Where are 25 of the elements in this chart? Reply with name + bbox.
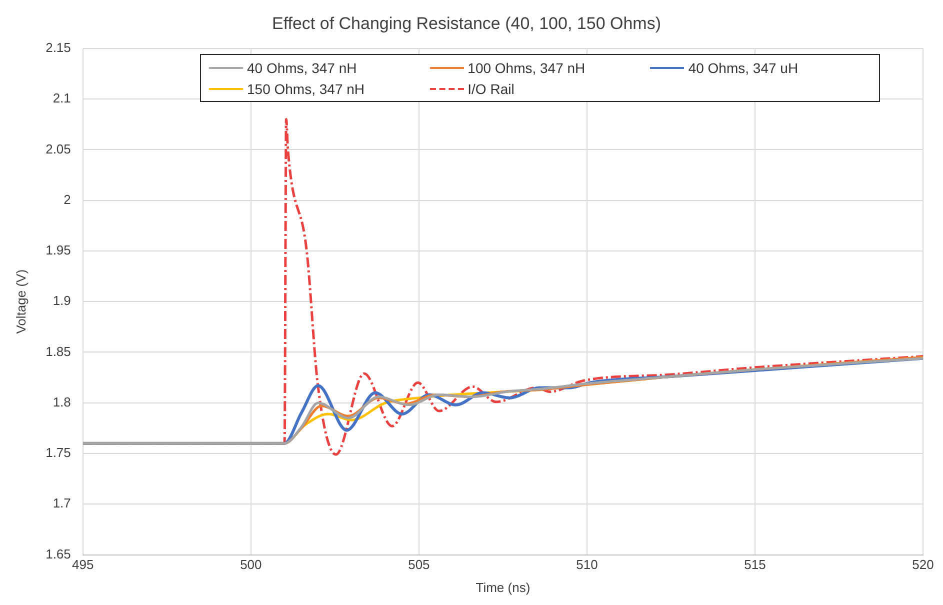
y-tick-label: 1.8 (52, 394, 71, 410)
y-tick-label: 1.7 (52, 496, 71, 511)
legend-label: 100 Ohms, 347 nH (468, 60, 586, 76)
legend-label: 40 Ohms, 347 nH (247, 60, 357, 76)
x-tick-label: 495 (72, 557, 94, 572)
y-tick-label: 2 (64, 192, 71, 207)
x-tick-label: 510 (576, 557, 598, 572)
y-tick-label: 2.05 (46, 141, 71, 156)
legend-label: I/O Rail (468, 80, 514, 96)
x-tick-label: 505 (408, 557, 430, 572)
y-axis-title: Voltage (V) (13, 269, 28, 334)
x-tick-label: 520 (912, 557, 934, 572)
legend-label: 40 Ohms, 347 uH (688, 60, 798, 76)
y-tick-label: 1.65 (46, 546, 71, 562)
x-tick-label: 500 (240, 557, 262, 572)
x-axis-title: Time (ns) (476, 580, 530, 595)
chart-title: Effect of Changing Resistance (40, 100, 150 Ohms) (272, 14, 662, 33)
y-tick-label: 2.1 (52, 90, 71, 106)
legend-label: 150 Ohms, 347 nH (247, 80, 365, 96)
x-tick-label: 515 (744, 557, 766, 572)
y-tick-label: 1.9 (52, 293, 71, 308)
y-tick-label: 1.75 (46, 445, 71, 460)
y-tick-label: 1.85 (46, 344, 71, 359)
y-tick-label: 1.95 (46, 242, 71, 258)
y-tick-label: 2.15 (46, 40, 71, 55)
